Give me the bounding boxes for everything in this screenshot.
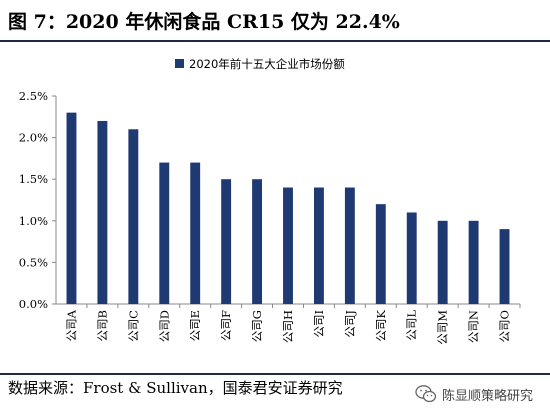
x-tick-label: 公司O — [498, 310, 512, 342]
bar — [252, 179, 263, 304]
figure-header: 图 7：2020 年休闲食品 CR15 仅为 22.4% — [0, 0, 550, 42]
y-tick-label: 0.0% — [19, 297, 48, 311]
watermark-text: 陈显顺策略研究 — [442, 388, 534, 404]
x-tick-label: 公司L — [405, 310, 419, 341]
x-tick-label: 公司D — [157, 310, 171, 342]
x-tick-label: 公司E — [188, 310, 202, 341]
watermark: 陈显顺策略研究 — [414, 379, 548, 409]
x-tick-label: 公司I — [312, 310, 326, 338]
bar — [499, 229, 510, 304]
bar — [468, 220, 479, 304]
x-tick-label: 公司M — [436, 310, 450, 345]
bar — [128, 129, 139, 304]
figure-title: 图 7：2020 年休闲食品 CR15 仅为 22.4% — [8, 11, 400, 33]
x-tick-label: 公司H — [281, 310, 295, 343]
x-tick-label: 公司K — [374, 310, 388, 342]
bar — [159, 162, 170, 304]
y-tick-label: 1.0% — [19, 214, 48, 228]
bar — [344, 187, 355, 304]
bottom-rule — [0, 373, 550, 375]
bar — [66, 112, 77, 304]
y-tick-label: 2.0% — [19, 131, 48, 145]
bar — [375, 204, 386, 304]
bar — [406, 212, 417, 304]
y-tick-label: 0.5% — [19, 255, 48, 269]
x-tick-label: 公司J — [343, 310, 357, 338]
plot-area: 0.0% 0.5% 1.0% 1.5% 2.0% 2.5% 公司A 公司B 公司C 公司D 公司E 公… — [19, 89, 521, 345]
legend: 2020年前十五大企业市场份额 — [175, 57, 345, 71]
bar — [97, 120, 108, 305]
x-tick-label: 公司C — [126, 310, 140, 342]
y-tick-label: 2.5% — [19, 89, 48, 103]
wechat-icon — [415, 385, 437, 403]
legend-swatch — [175, 59, 184, 68]
top-rule — [0, 40, 550, 42]
x-tick-label: 公司F — [219, 310, 233, 341]
x-tick-label: 公司A — [64, 309, 78, 341]
legend-label: 2020年前十五大企业市场份额 — [189, 57, 345, 71]
x-tick-label: 公司N — [467, 310, 481, 343]
bar — [283, 187, 293, 304]
bar-chart: 2020年前十五大企业市场份额 0.0% 0.5% 1.0% 1.5% 2.0% 2.5%… — [19, 57, 521, 345]
x-tick-label: 公司B — [95, 310, 109, 341]
source-note: 数据来源：Frost & Sullivan，国泰君安证券研究 — [8, 379, 343, 397]
bar — [313, 187, 324, 304]
bar — [221, 179, 232, 304]
bar — [190, 162, 201, 304]
bar — [437, 220, 448, 304]
y-tick-label: 1.5% — [19, 172, 48, 186]
x-tick-label: 公司G — [250, 310, 264, 342]
